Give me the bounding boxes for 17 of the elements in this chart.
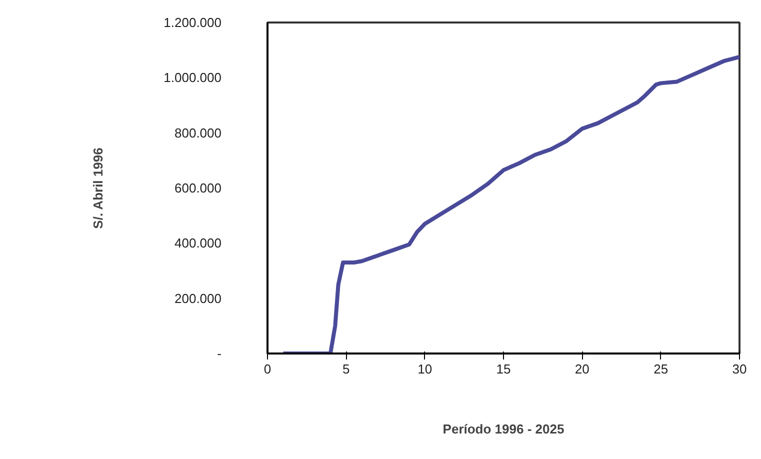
y-tick-label: - — [217, 346, 222, 361]
y-tick-label: 1.000.000 — [164, 70, 222, 86]
y-tick-label: 1.200.000 — [164, 15, 222, 30]
y-tick-label: 400.000 — [174, 236, 222, 251]
line-series — [281, 54, 740, 354]
y-tick-label: 800.000 — [174, 125, 222, 140]
x-tick-label: 10 — [418, 362, 432, 376]
x-tick-label: 5 — [342, 362, 350, 376]
x-axis-title: Período 1996 - 2025 — [442, 422, 564, 436]
y-tick-label: 200.000 — [174, 290, 222, 306]
y-axis-title: S/. Abril 1996 — [90, 148, 106, 229]
y-tick-label: 600.000 — [174, 180, 222, 196]
x-tick-label: 15 — [496, 362, 511, 376]
x-tick-label: 20 — [574, 362, 590, 376]
x-tick-label: 0 — [264, 362, 272, 376]
x-tick-label: 25 — [654, 362, 668, 376]
x-tick-label: 30 — [732, 362, 747, 376]
